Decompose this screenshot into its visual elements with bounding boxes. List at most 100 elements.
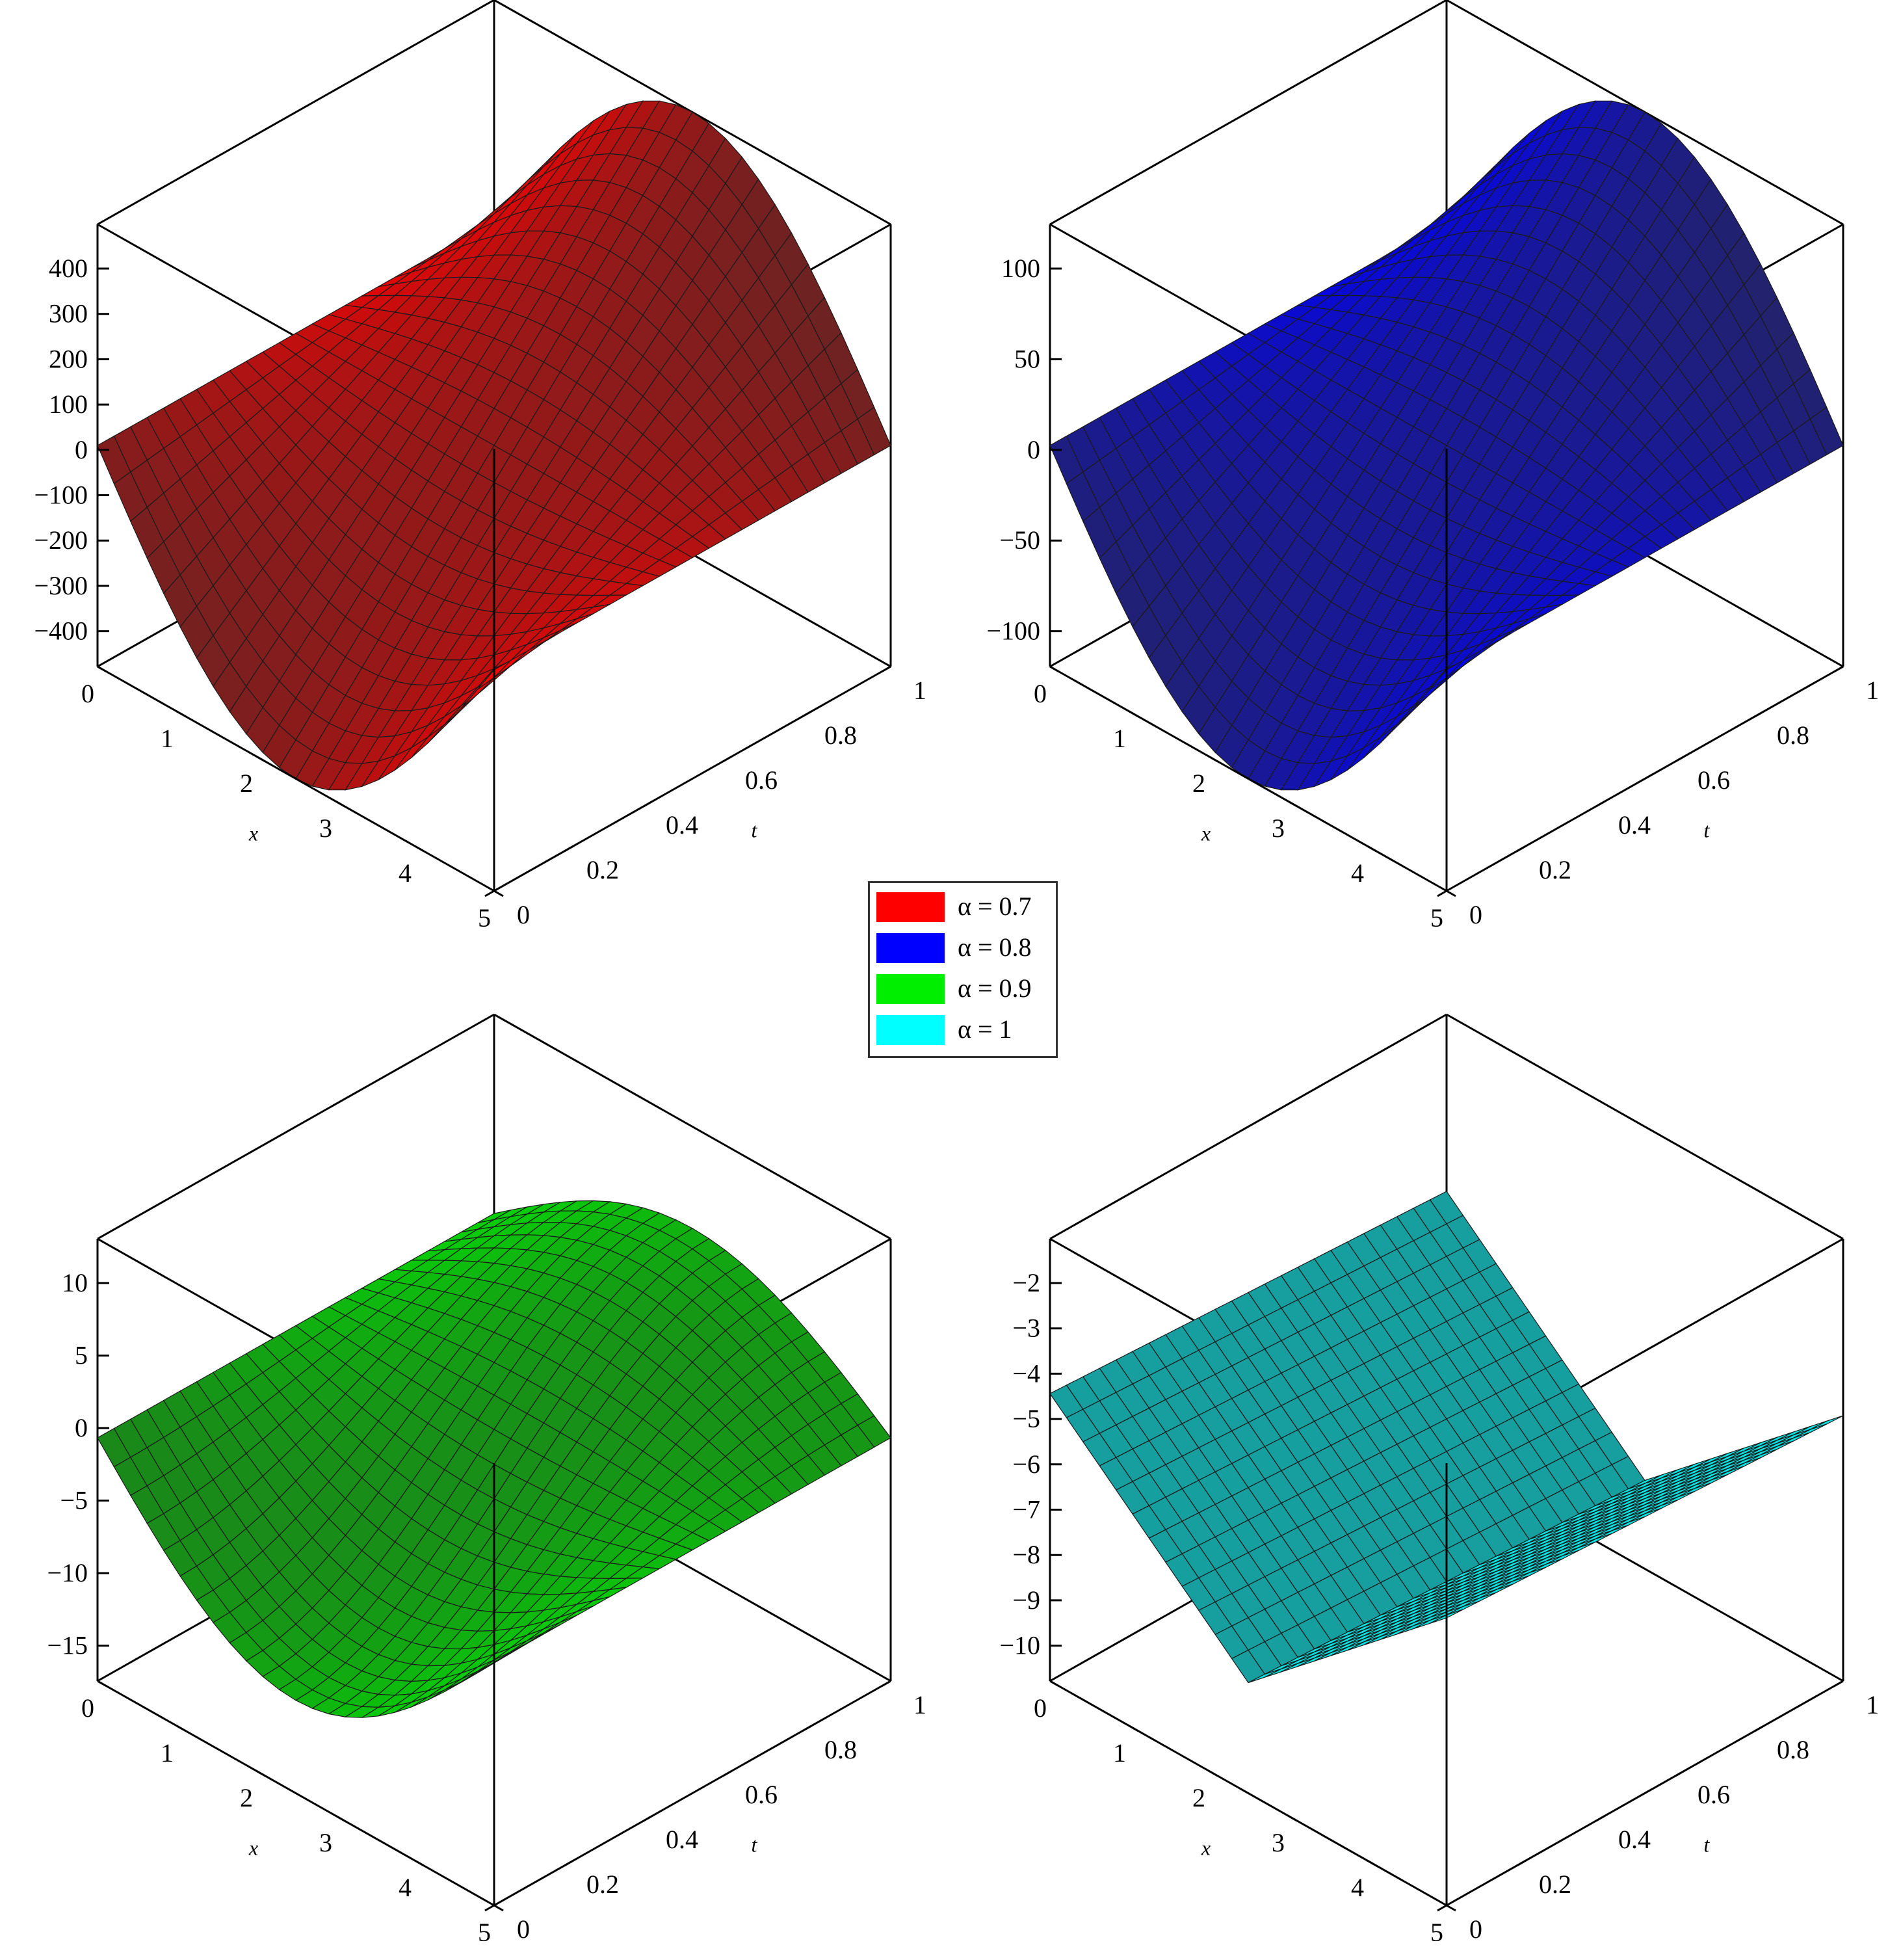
x-tick-label: 2 xyxy=(240,1783,253,1812)
box-edge xyxy=(493,1013,891,1240)
t-tick-label: 1 xyxy=(1866,676,1879,705)
legend: α = 0.7 α = 0.8 α = 0.9 α = 1 xyxy=(868,881,1058,1058)
legend-swatch-cyan xyxy=(876,1015,945,1045)
t-tick-label: 0.8 xyxy=(1777,1735,1809,1764)
x-tick-mark xyxy=(1446,1904,1456,1912)
x-tick-mark xyxy=(1367,845,1377,853)
box-edge xyxy=(97,1013,495,1240)
x-tick-label: 1 xyxy=(161,1738,174,1768)
t-axis-label: t xyxy=(1704,819,1711,842)
z-tick-label: −9 xyxy=(1012,1585,1040,1615)
x-tick-mark xyxy=(97,1680,107,1688)
x-tick-label: 4 xyxy=(1351,1873,1364,1902)
z-tick-label: −6 xyxy=(1012,1450,1040,1479)
t-tick-label: 0 xyxy=(1469,900,1482,929)
x-tick-mark xyxy=(335,800,345,808)
t-tick-mark xyxy=(881,1680,891,1688)
x-tick-mark xyxy=(1049,665,1060,673)
box-edge xyxy=(97,0,495,226)
z-tick-label: −7 xyxy=(1012,1495,1040,1524)
t-tick-mark xyxy=(484,890,495,897)
x-tick-mark xyxy=(256,1769,266,1777)
legend-item: α = 0.7 xyxy=(876,890,1052,923)
z-tick-label: −8 xyxy=(1012,1540,1040,1569)
x-tick-label: 1 xyxy=(161,724,174,753)
t-tick-label: 0.2 xyxy=(1539,855,1571,884)
t-axis-label: t xyxy=(1704,1833,1711,1857)
x-tick-mark xyxy=(493,1904,504,1912)
t-tick-label: 0.8 xyxy=(824,1735,857,1764)
t-tick-label: 0.8 xyxy=(824,721,857,750)
t-tick-label: 0.4 xyxy=(1618,810,1651,840)
z-tick-label: 300 xyxy=(49,299,88,328)
z-tick-label: −15 xyxy=(47,1631,88,1660)
x-axis-label: x xyxy=(248,1836,258,1860)
x-tick-mark xyxy=(1129,710,1139,718)
surface-mesh xyxy=(1049,1191,1844,1684)
t-tick-mark xyxy=(1754,710,1764,718)
t-tick-mark xyxy=(1437,1904,1447,1912)
z-tick-label: −4 xyxy=(1012,1358,1040,1388)
x-axis-label: x xyxy=(248,822,258,845)
t-tick-mark xyxy=(722,755,733,763)
t-tick-label: 0.6 xyxy=(1698,1780,1730,1809)
box-edge xyxy=(1049,0,1447,226)
legend-swatch-green xyxy=(876,974,945,1004)
x-tick-mark xyxy=(1049,1680,1060,1688)
z-tick-label: 100 xyxy=(1001,254,1040,283)
t-tick-label: 0.4 xyxy=(666,810,698,840)
t-tick-label: 0.6 xyxy=(1698,765,1730,795)
legend-item: α = 0.9 xyxy=(876,972,1052,1005)
surface-mesh xyxy=(1049,100,1844,791)
box-edge xyxy=(1049,1680,1447,1907)
x-tick-label: 0 xyxy=(81,679,94,708)
x-tick-mark xyxy=(414,1859,425,1867)
t-axis-label: t xyxy=(752,1833,758,1857)
x-tick-label: 2 xyxy=(1192,1783,1205,1812)
z-tick-label: −10 xyxy=(999,1631,1040,1660)
t-tick-label: 0.4 xyxy=(1618,1825,1651,1854)
z-tick-label: −5 xyxy=(1012,1404,1040,1433)
x-tick-label: 3 xyxy=(319,1828,332,1857)
x-tick-label: 4 xyxy=(1351,858,1364,888)
x-tick-label: 4 xyxy=(399,858,412,888)
t-tick-label: 0.8 xyxy=(1777,721,1809,750)
t-tick-mark xyxy=(722,1769,733,1777)
box-edge xyxy=(1049,665,1447,892)
z-tick-label: −100 xyxy=(34,481,88,510)
t-tick-mark xyxy=(1833,665,1844,673)
t-tick-mark xyxy=(1833,1680,1844,1688)
x-tick-mark xyxy=(176,710,187,718)
x-tick-mark xyxy=(1287,800,1298,808)
legend-swatch-red xyxy=(876,892,945,922)
z-tick-label: 50 xyxy=(1014,344,1040,373)
surface-mesh xyxy=(97,100,891,791)
t-tick-mark xyxy=(1437,890,1447,897)
t-tick-label: 0.2 xyxy=(1539,1870,1571,1899)
t-axis-label: t xyxy=(752,819,758,842)
t-tick-label: 0.4 xyxy=(666,1825,698,1854)
x-tick-label: 3 xyxy=(1272,814,1285,843)
t-tick-mark xyxy=(1595,800,1606,808)
x-tick-label: 1 xyxy=(1113,724,1126,753)
t-tick-mark xyxy=(564,845,574,853)
surface-plot-panel: 400 300 200 100 0 −100 −200 −300 −400 0 1 2 3 4 5 x 0 0.2… xyxy=(34,0,926,933)
t-tick-mark xyxy=(802,1725,812,1732)
box-edge xyxy=(1446,1680,1844,1907)
x-tick-label: 5 xyxy=(1430,903,1443,933)
z-tick-label: 0 xyxy=(1027,435,1040,464)
t-tick-label: 0.2 xyxy=(586,855,619,884)
z-tick-label: −5 xyxy=(60,1486,88,1515)
t-tick-mark xyxy=(1675,755,1685,763)
legend-swatch-blue xyxy=(876,933,945,963)
x-tick-label: 0 xyxy=(81,1693,94,1723)
t-tick-label: 1 xyxy=(913,676,926,705)
z-tick-label: −300 xyxy=(34,571,88,600)
t-tick-mark xyxy=(802,710,812,718)
surface-plot-panel: 100 50 0 −50 −100 0 1 2 3 4 5 x 0 0.2 0.4 0.6 0.8 1 t xyxy=(986,0,1879,933)
t-tick-label: 0 xyxy=(1469,1914,1482,1944)
z-tick-label: −50 xyxy=(999,525,1040,555)
t-tick-mark xyxy=(484,1904,495,1912)
legend-item: α = 0.8 xyxy=(876,931,1052,964)
